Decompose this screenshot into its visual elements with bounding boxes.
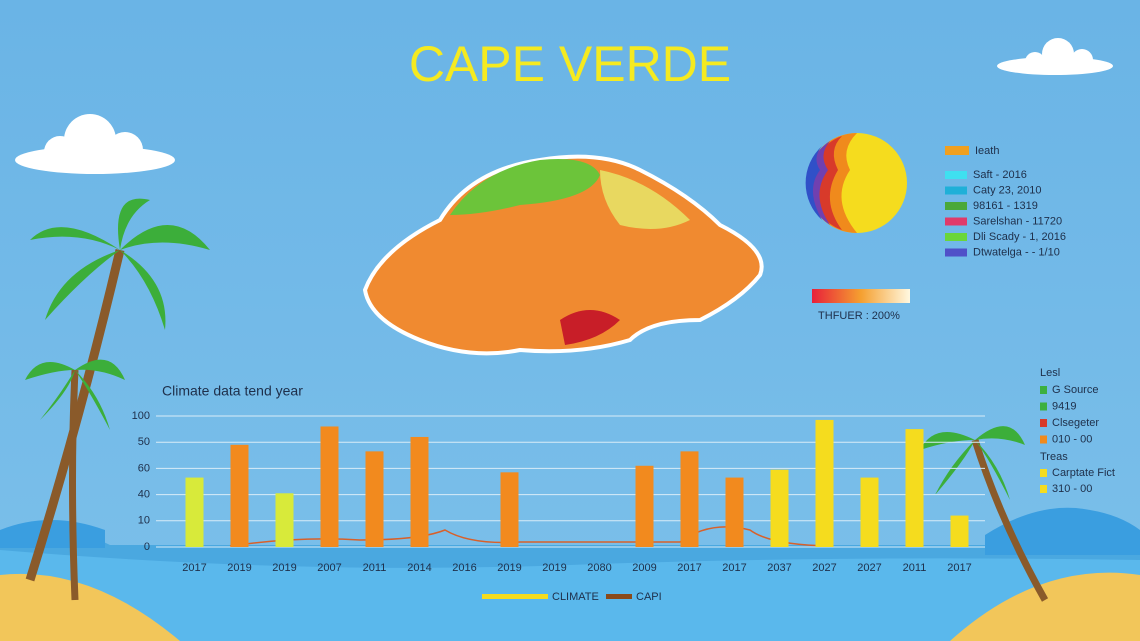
y-tick-label: 100 [132, 410, 150, 422]
x-tick-label: 2017 [182, 562, 206, 574]
color-scale [812, 289, 910, 303]
bar [500, 472, 519, 547]
x-tick-label: 2027 [857, 562, 881, 574]
legend-label: Saft - 2016 [973, 169, 1027, 181]
bar [680, 451, 699, 547]
legend-label: 010 - 00 [1052, 433, 1092, 445]
y-tick-label: 40 [138, 489, 150, 501]
sea [0, 550, 1140, 641]
map-region [450, 159, 600, 215]
legend-swatch [945, 171, 967, 179]
y-tick-label: 50 [138, 436, 150, 448]
legend-swatch [945, 146, 969, 155]
bar [815, 419, 834, 547]
cloud [997, 38, 1113, 75]
y-tick-label: 10 [138, 515, 150, 527]
legend-label: G Source [1052, 384, 1098, 396]
sand [950, 572, 1140, 641]
sand [0, 573, 180, 641]
x-tick-label: 2016 [452, 562, 476, 574]
bar [230, 444, 249, 547]
legend-swatch [1040, 386, 1047, 394]
legend-swatch [1040, 485, 1047, 493]
x-tick-label: 2017 [947, 562, 971, 574]
legend-label: Dli Scady - 1, 2016 [973, 231, 1066, 243]
legend-swatch [945, 186, 967, 195]
bar [950, 515, 969, 547]
legend-swatch [945, 248, 967, 257]
legend-swatch [1040, 402, 1047, 411]
y-tick-label: 0 [144, 541, 150, 553]
x-tick-label: 2009 [632, 562, 656, 574]
x-tick-label: 2027 [812, 562, 836, 574]
wave [0, 520, 105, 548]
x-tick-label: 2019 [497, 562, 521, 574]
wave [985, 507, 1140, 555]
legend-title: Treas [1040, 451, 1068, 463]
legend-label: Sarelshan - 11720 [973, 215, 1062, 227]
legend-label: Clsegeter [1052, 417, 1099, 429]
legend-label: 310 - 00 [1052, 483, 1092, 495]
legend-title: Lesl [1040, 367, 1060, 379]
legend-swatch [1040, 419, 1047, 427]
legend-label: Carptate Fict [1052, 467, 1115, 479]
bar [410, 436, 429, 547]
legend-title: Ieath [975, 145, 999, 157]
bar [320, 426, 339, 547]
legend-swatch [945, 233, 967, 241]
x-tick-label: 2007 [317, 562, 341, 574]
x-tick-label: 2014 [407, 562, 431, 574]
bar [185, 477, 204, 547]
legend-label: Caty 23, 2010 [973, 184, 1042, 196]
legend-label: Dtwatelga - - 1/10 [973, 246, 1060, 258]
scale-label: THFUER : 200% [818, 310, 900, 322]
x-tick-label: 2017 [722, 562, 746, 574]
x-tick-label: 2080 [587, 562, 611, 574]
x-tick-label: 2017 [677, 562, 701, 574]
bar [725, 477, 744, 547]
palm-tree [25, 198, 210, 601]
legend-swatch [945, 202, 967, 210]
legend-swatch [482, 594, 548, 599]
legend-label: 98161 - 1319 [973, 200, 1038, 212]
cloud [15, 114, 175, 174]
x-tick-label: 2019 [272, 562, 296, 574]
map-region [600, 170, 690, 229]
map-region [560, 310, 620, 345]
bar [905, 429, 924, 547]
x-tick-label: 2019 [542, 562, 566, 574]
legend-label: CLIMATE [552, 591, 599, 603]
y-tick-label: 60 [138, 462, 150, 474]
legend-label: CAPI [636, 591, 662, 603]
x-tick-label: 2011 [903, 562, 927, 574]
bar [860, 477, 879, 547]
x-tick-label: 2011 [363, 562, 387, 574]
bar [770, 469, 789, 547]
page-title: CAPE VERDE [409, 36, 731, 92]
palm-tree [920, 426, 1049, 602]
x-tick-label: 2019 [227, 562, 251, 574]
legend-label: 9419 [1052, 400, 1076, 412]
x-tick-label: 2037 [767, 562, 791, 574]
bar [365, 451, 384, 547]
legend-swatch [945, 217, 967, 226]
chart-title: Climate data tend year [162, 383, 303, 399]
legend-swatch [606, 594, 632, 599]
legend-swatch [1040, 435, 1047, 444]
legend-swatch [1040, 469, 1047, 477]
pie-illustration [805, 133, 907, 233]
bar [275, 493, 294, 547]
bar [635, 465, 654, 547]
